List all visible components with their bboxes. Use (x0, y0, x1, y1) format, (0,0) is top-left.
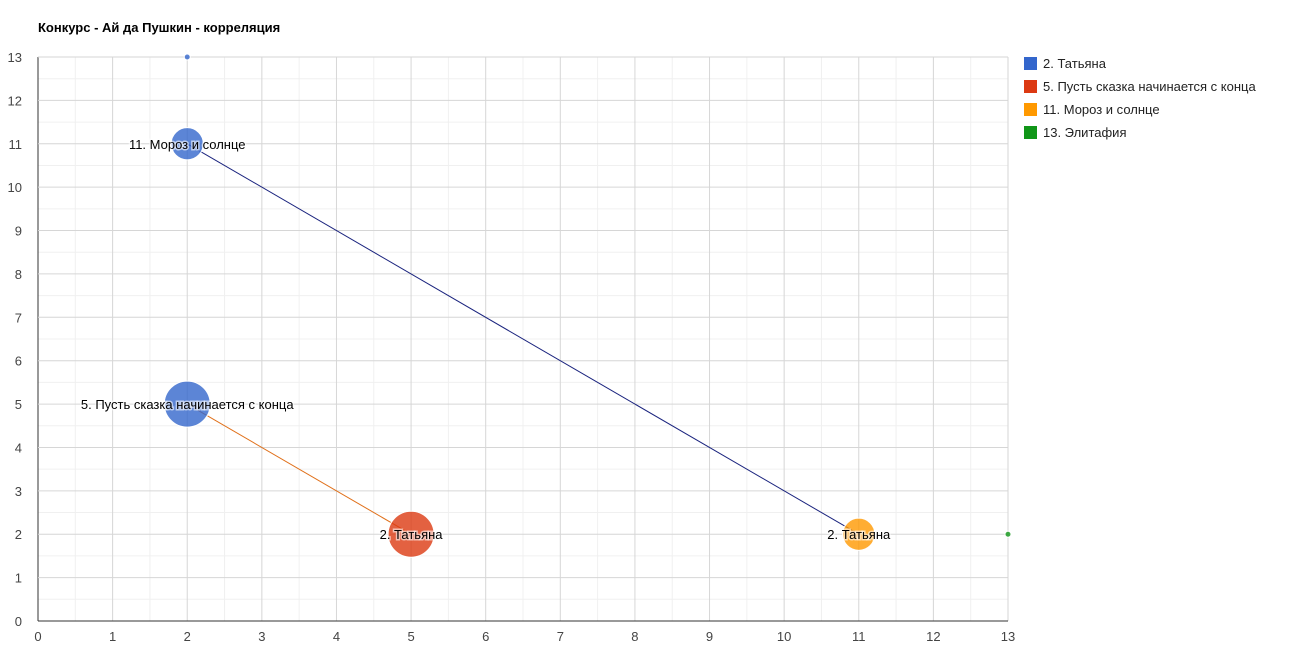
legend-swatch (1024, 57, 1037, 70)
x-tick-label: 3 (258, 629, 265, 644)
x-tick-label: 0 (34, 629, 41, 644)
y-tick-label: 10 (8, 180, 22, 195)
y-tick-label: 11 (9, 137, 23, 152)
bubble (183, 53, 191, 61)
x-tick-label: 8 (631, 629, 638, 644)
y-tick-label: 4 (15, 440, 22, 455)
x-tick-label: 1 (109, 629, 116, 644)
connector-line (186, 403, 412, 535)
y-tick-label: 3 (15, 484, 22, 499)
bubble-label: 2. Татьяна (827, 527, 891, 542)
y-tick-label: 6 (15, 354, 22, 369)
x-tick-label: 5 (407, 629, 414, 644)
bubble-label: 5. Пусть сказка начинается с конца (81, 397, 294, 412)
legend-label: 11. Мороз и солнце (1043, 102, 1160, 117)
x-tick-label: 10 (777, 629, 791, 644)
x-tick-label: 4 (333, 629, 340, 644)
x-tick-label: 7 (557, 629, 564, 644)
connector-line (186, 143, 860, 535)
legend-swatch (1024, 126, 1037, 139)
legend-swatch (1024, 103, 1037, 116)
y-tick-label: 7 (15, 310, 22, 325)
y-tick-label: 5 (15, 397, 22, 412)
y-tick-label: 2 (15, 527, 22, 542)
legend-label: 13. Элитафия (1043, 125, 1126, 140)
y-tick-label: 1 (15, 571, 22, 586)
chart-title: Конкурс - Ай да Пушкин - корреляция (38, 20, 280, 35)
bubble-label: 2. Татьяна (380, 527, 444, 542)
y-tick-label: 12 (8, 93, 22, 108)
y-tick-label: 8 (15, 267, 22, 282)
legend-label: 5. Пусть сказка начинается с конца (1043, 79, 1256, 94)
legend-label: 2. Татьяна (1043, 56, 1107, 71)
x-tick-label: 9 (706, 629, 713, 644)
bubble (842, 517, 876, 551)
bubble (1004, 530, 1012, 538)
x-tick-label: 2 (184, 629, 191, 644)
bubble (163, 380, 211, 428)
x-tick-label: 6 (482, 629, 489, 644)
y-tick-label: 0 (15, 614, 22, 629)
x-tick-label: 11 (852, 629, 866, 644)
bubble-label: 11. Мороз и солнце (129, 137, 246, 152)
bubble (387, 510, 435, 558)
x-tick-label: 12 (926, 629, 940, 644)
y-tick-label: 13 (8, 50, 22, 65)
x-tick-label: 13 (1001, 629, 1015, 644)
legend-swatch (1024, 80, 1037, 93)
y-tick-label: 9 (15, 224, 22, 239)
bubble (170, 127, 204, 161)
